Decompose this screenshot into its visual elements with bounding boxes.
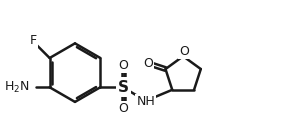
Text: H$_2$N: H$_2$N [4, 80, 30, 95]
Text: O: O [143, 57, 154, 70]
Text: NH: NH [136, 95, 155, 108]
Text: O: O [119, 59, 129, 72]
Text: O: O [179, 45, 189, 58]
Text: O: O [119, 102, 129, 115]
Text: F: F [30, 34, 37, 47]
Text: S: S [118, 80, 129, 95]
